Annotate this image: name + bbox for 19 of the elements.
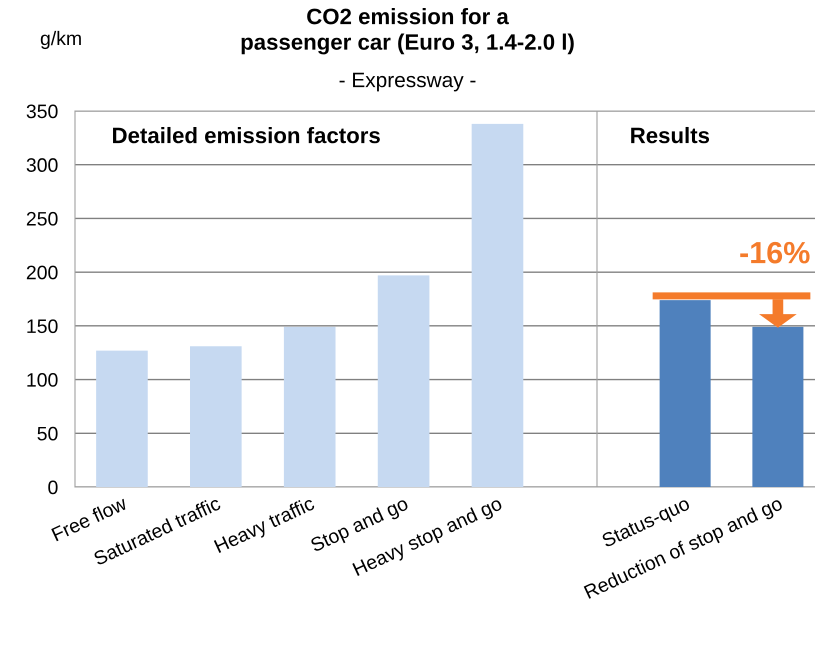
y-tick-label: 300 [26, 158, 58, 172]
y-axis-title: g/km [40, 30, 81, 50]
chart-title: CO2 emission for a passenger car (Euro 3, 1.4-2.0 l) [242, 8, 574, 54]
annotation: Detailed emission factors [113, 126, 380, 144]
bar [378, 275, 430, 487]
bar [96, 350, 148, 487]
y-tick-label: 200 [26, 266, 58, 280]
annotation: Results [631, 126, 710, 144]
y-tick-label: 350 [26, 104, 58, 118]
chart-subtitle: - Expressway - [340, 72, 476, 92]
y-tick-label: 50 [37, 426, 58, 441]
bar [190, 346, 242, 487]
y-tick-label: 250 [26, 212, 58, 226]
bar [472, 124, 524, 487]
y-tick-label: 150 [27, 319, 58, 334]
y-tick-label: 0 [48, 480, 58, 494]
annotation: -16% [740, 242, 810, 264]
y-tick-label: 100 [27, 373, 58, 387]
bar [284, 326, 336, 487]
